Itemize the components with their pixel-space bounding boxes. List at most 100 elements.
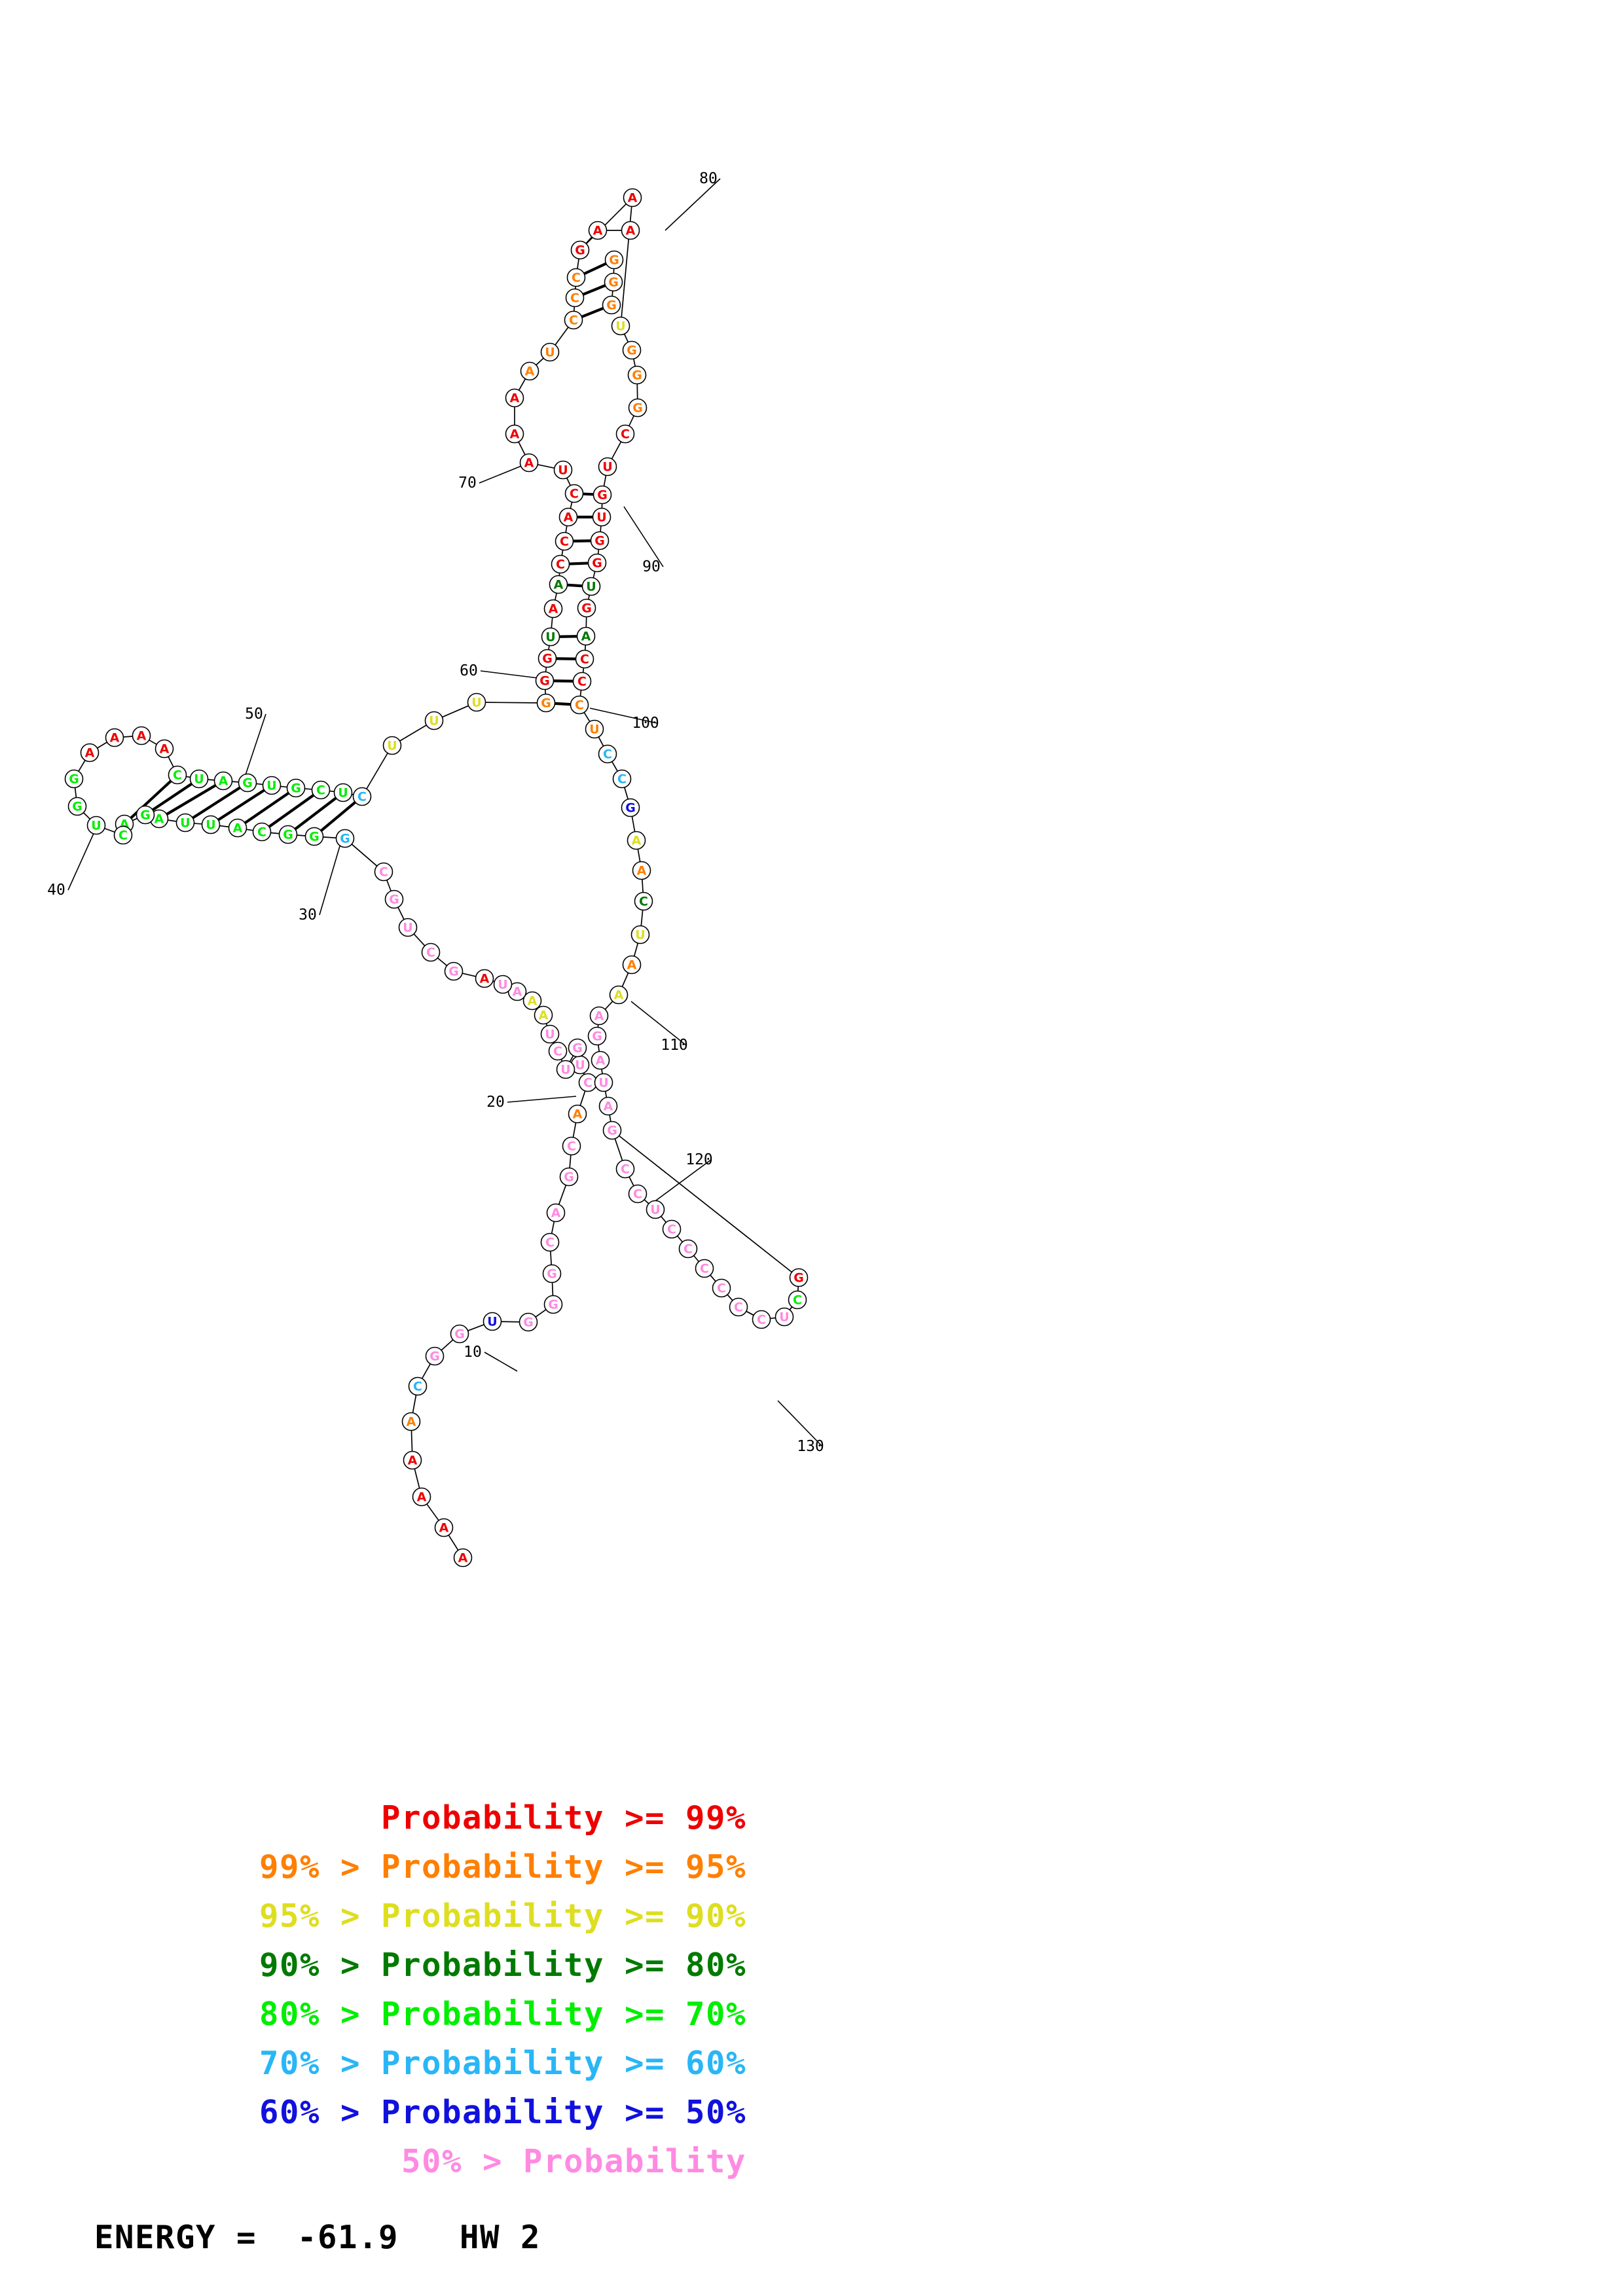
nucleotide-base-94: C <box>621 427 630 442</box>
nucleotide-circle-111 <box>632 861 651 880</box>
nucleotide-31: U <box>398 918 418 937</box>
nucleotide-90: U <box>611 316 630 336</box>
backbone-link-34-35 <box>323 836 337 838</box>
nucleotide-51: A <box>155 739 174 759</box>
nucleotide-circle-115 <box>609 985 629 1005</box>
backbone-link-129-130 <box>746 1310 754 1316</box>
nucleotide-45: U <box>86 816 106 835</box>
nucleotide-circle-52 <box>168 765 187 785</box>
nucleotide-circle-98 <box>590 531 610 550</box>
backbone-link-133-121 <box>619 1135 792 1273</box>
nucleotide-circle-30 <box>421 942 441 962</box>
nucleotide-circle-128 <box>712 1278 731 1298</box>
nucleotide-circle-80 <box>621 221 640 240</box>
nucleotide-circle-94 <box>615 424 635 444</box>
nucleotide-base-29: G <box>448 965 459 979</box>
base-pair-60-35 <box>319 800 357 833</box>
backbone-link-58-59 <box>329 790 335 793</box>
nucleotide-circle-95 <box>598 457 617 476</box>
nucleotide-base-46: G <box>72 800 82 814</box>
nucleotide-base-130: C <box>757 1313 766 1327</box>
legend-row-p60: 70% > Probability >= 60% <box>259 2045 746 2082</box>
backbone-link-65-66 <box>545 667 547 672</box>
position-number-labels: 10 20 30 40 50 60 70 80 90 100 110 120 130 <box>47 170 824 1455</box>
position-label-70: 70 <box>458 475 477 492</box>
nucleotide-base-100: U <box>586 580 596 594</box>
nucleotide-base-23: U <box>545 1028 555 1042</box>
nucleotide-91: G <box>622 340 642 360</box>
backbone-connections <box>74 203 799 1551</box>
base-pair-57-38 <box>244 791 290 825</box>
nucleotide-70: C <box>551 554 570 574</box>
nucleotide-base-45: U <box>91 819 101 833</box>
nucleotide-circle-125 <box>662 1219 682 1239</box>
legend-row-p90: 95% > Probability >= 90% <box>259 1897 746 1935</box>
nucleotide-69: A <box>549 575 568 594</box>
nucleotide-base-114: A <box>627 958 637 973</box>
nucleotide-circle-118 <box>591 1050 610 1070</box>
nucleotide-126: C <box>678 1239 698 1259</box>
backbone-link-37-38 <box>246 829 253 831</box>
backbone-link-46-47 <box>74 787 77 798</box>
nucleotide-base-123: C <box>633 1187 642 1202</box>
nucleotide-base-83: C <box>572 271 581 285</box>
nucleotide-circle-124 <box>646 1200 665 1219</box>
nucleotide-132: C <box>788 1290 807 1310</box>
nucleotide-101: G <box>577 598 596 618</box>
nucleotide-base-95: U <box>602 460 612 475</box>
leader-line-130 <box>777 1400 823 1447</box>
nucleotide-circle-21 <box>556 1060 575 1079</box>
nucleotide-circle-116 <box>589 1006 609 1026</box>
nucleotide-88: G <box>602 295 621 315</box>
nucleotide-circle-66 <box>538 649 557 668</box>
nucleotide-18: C <box>578 1073 598 1092</box>
legend-row-p99: Probability >= 99% <box>380 1799 746 1837</box>
position-label-20: 20 <box>486 1094 505 1111</box>
nucleotide-circle-77 <box>505 388 524 408</box>
position-label-130: 130 <box>797 1438 824 1455</box>
nucleotide-44: C <box>113 825 133 845</box>
nucleotide-base-76: A <box>510 427 520 442</box>
nucleotide-base-28: A <box>480 972 490 986</box>
nucleotide-base-49: A <box>110 731 120 745</box>
nucleotide-3: A <box>412 1487 431 1507</box>
nucleotide-base-75: A <box>524 456 534 471</box>
nucleotide-48: A <box>80 743 100 762</box>
nucleotide-17: A <box>568 1104 587 1124</box>
backbone-link-95-96 <box>603 475 607 486</box>
backbone-link-49-50 <box>123 736 133 738</box>
nucleotide-65: G <box>535 671 555 691</box>
backbone-link-30-31 <box>413 933 426 946</box>
backbone-link-124-125 <box>660 1215 667 1223</box>
nucleotide-base-70: C <box>556 558 565 572</box>
nucleotide-circle-8 <box>450 1324 469 1344</box>
nucleotide-base-78: A <box>525 365 535 379</box>
backbone-link-122-123 <box>629 1176 634 1187</box>
nucleotide-circle-108 <box>612 769 632 789</box>
nucleotide-base-15: G <box>564 1170 574 1185</box>
backbone-link-13-14 <box>551 1221 555 1234</box>
nucleotide-base-56: U <box>266 779 276 793</box>
nucleotide-circle-103 <box>575 649 594 669</box>
nucleotide-base-42: G <box>140 808 151 823</box>
backbone-link-71-72 <box>565 526 568 533</box>
backbone-link-125-126 <box>676 1235 684 1243</box>
nucleotide-circle-12 <box>542 1264 562 1283</box>
nucleotide-122: C <box>615 1159 635 1179</box>
nucleotide-circle-28 <box>475 969 494 988</box>
backbone-link-9-10 <box>501 1321 520 1323</box>
nucleotide-123: C <box>628 1184 647 1204</box>
nucleotide-circle-62 <box>424 711 444 730</box>
nucleotide-62: U <box>424 711 444 730</box>
nucleotide-base-84: C <box>570 291 579 306</box>
nucleotide-circle-46 <box>67 797 87 816</box>
nucleotide-circle-53 <box>189 769 209 789</box>
nucleotide-circle-99 <box>587 553 607 573</box>
nucleotide-circle-32 <box>384 889 404 909</box>
nucleotide-42: G <box>136 805 155 825</box>
nucleotide-104: C <box>572 672 592 691</box>
nucleotide-circle-14 <box>546 1203 566 1223</box>
nucleotide-base-73: C <box>570 487 579 501</box>
nucleotide-base-98: G <box>594 534 605 548</box>
nucleotide-8: G <box>450 1324 469 1344</box>
